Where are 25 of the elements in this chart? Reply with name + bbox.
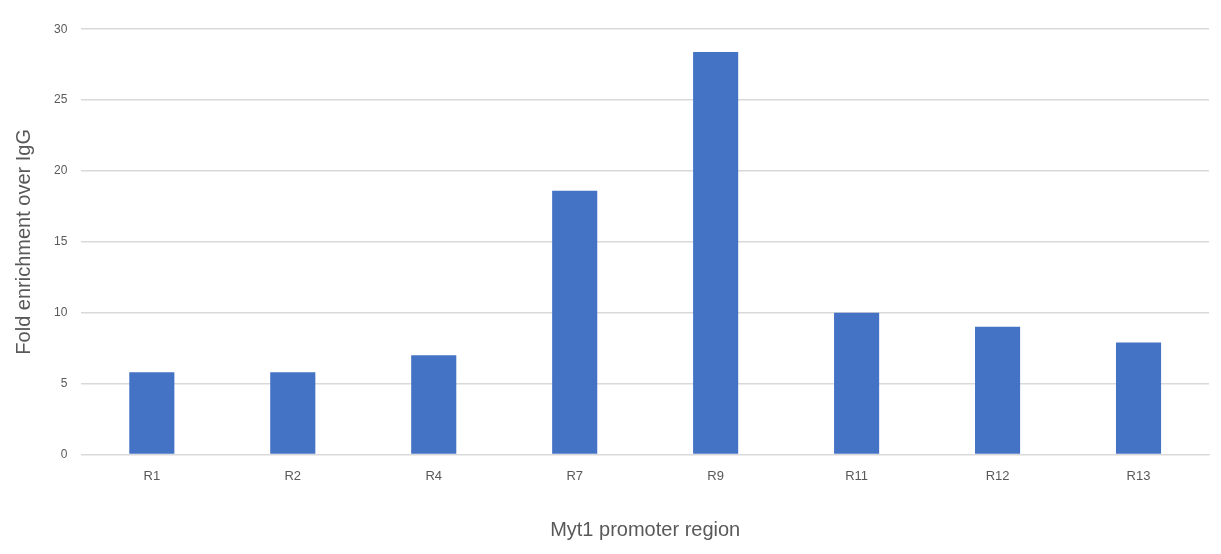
y-axis-title: Fold enrichment over IgG bbox=[11, 128, 34, 355]
bar bbox=[1115, 342, 1162, 454]
bar bbox=[975, 326, 1021, 454]
y-tick-label: 20 bbox=[53, 163, 68, 178]
x-tick-label: R4 bbox=[425, 467, 443, 483]
x-axis-title: Myt1 promoter region bbox=[550, 517, 741, 540]
x-tick-label: R9 bbox=[707, 467, 724, 483]
bar bbox=[552, 190, 598, 454]
x-tick-label: R2 bbox=[284, 467, 302, 483]
x-tick-label: R13 bbox=[1126, 467, 1151, 483]
x-tick-label: R1 bbox=[143, 467, 161, 483]
y-tick-label: 5 bbox=[60, 375, 68, 390]
bar bbox=[693, 51, 739, 454]
x-tick-label: R7 bbox=[566, 467, 584, 483]
bar bbox=[129, 372, 175, 454]
y-tick-label: 0 bbox=[60, 446, 68, 461]
y-tick-label: 15 bbox=[53, 234, 68, 249]
bar bbox=[834, 312, 880, 454]
x-tick-label: R12 bbox=[985, 467, 1010, 483]
bar bbox=[270, 372, 316, 454]
y-tick-label: 25 bbox=[53, 92, 68, 107]
y-tick-label: 30 bbox=[53, 21, 68, 36]
y-tick-label: 10 bbox=[53, 304, 68, 319]
bar bbox=[411, 355, 457, 454]
x-tick-label: R11 bbox=[845, 467, 869, 483]
